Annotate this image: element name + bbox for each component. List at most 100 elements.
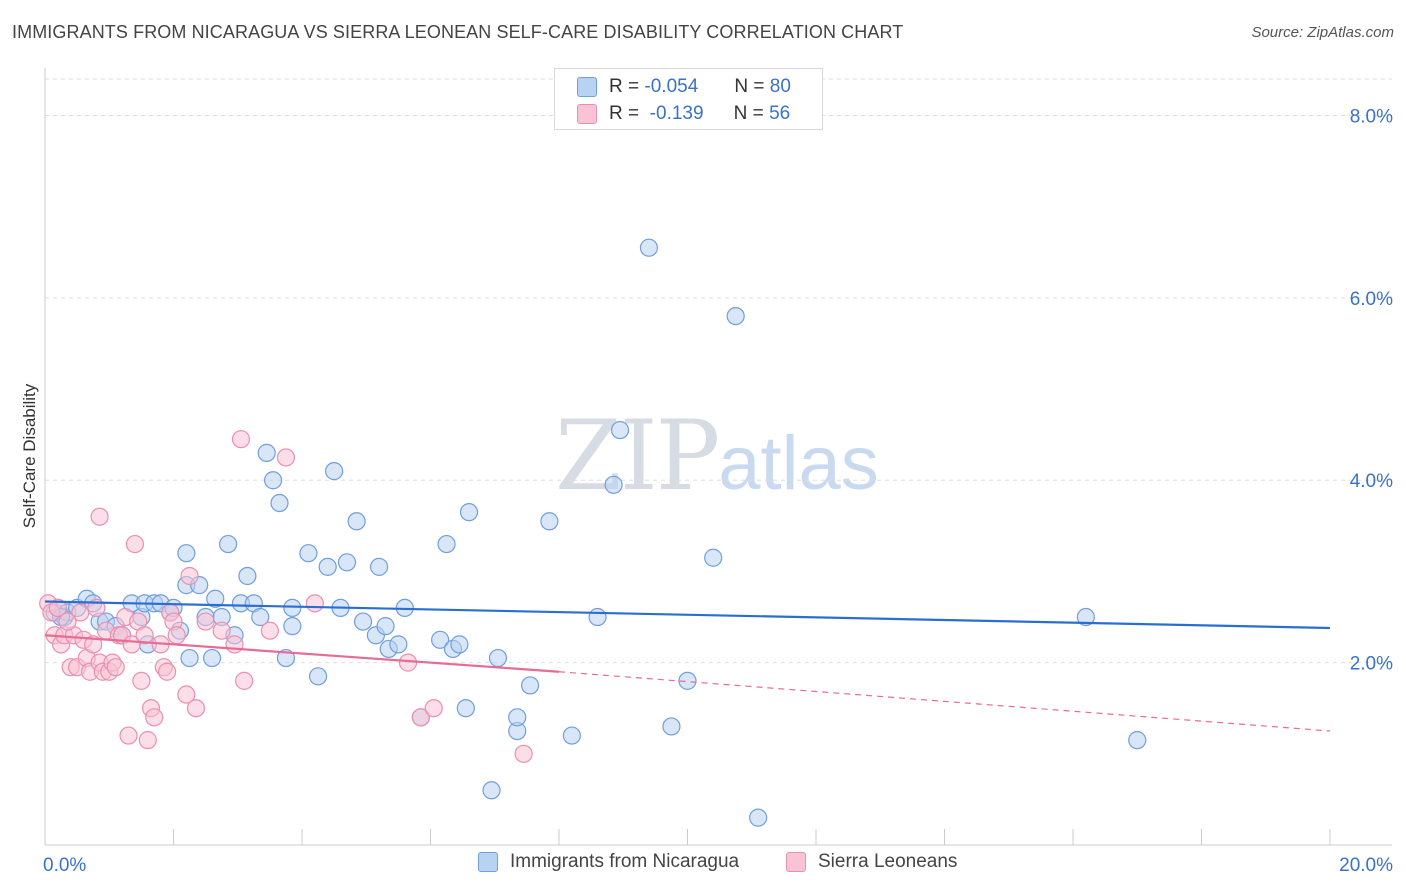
- data-point-nicaragua: [437, 534, 456, 554]
- data-point-nicaragua: [662, 717, 681, 736]
- legend-row-sierra-leone: R = -0.139 N = 56: [577, 102, 790, 126]
- data-point-nicaragua: [347, 512, 366, 531]
- legend-swatch-blue: [478, 852, 498, 872]
- data-point-sierra-leone: [84, 635, 103, 654]
- data-point-sierra-leone: [398, 653, 418, 672]
- legend-item-sierra-leone: Sierra Leoneans: [786, 851, 957, 873]
- trend-lines: [44, 600, 1331, 732]
- data-point-nicaragua: [456, 699, 475, 718]
- data-point-nicaragua: [450, 635, 469, 654]
- data-point-sierra-leone: [276, 448, 296, 467]
- data-point-sierra-leone: [514, 744, 533, 763]
- legend-label: Sierra Leoneans: [818, 851, 958, 872]
- x-tick-label: 20.0%: [1339, 855, 1393, 876]
- y-tick-label: 2.0%: [1350, 654, 1393, 675]
- data-point-nicaragua: [376, 617, 395, 636]
- data-point-nicaragua: [270, 493, 289, 513]
- data-point-nicaragua: [238, 566, 257, 586]
- axis-labels: 2.0% 4.0% 6.0% 8.0% 0.0% 20.0% Self-Care Disab…: [20, 106, 1393, 876]
- data-point-sierra-leone: [157, 662, 177, 681]
- data-point-sierra-leone: [58, 612, 77, 631]
- legend-item-nicaragua: Immigrants from Nicaragua: [478, 851, 739, 873]
- data-point-nicaragua: [276, 648, 296, 668]
- data-point-nicaragua: [283, 598, 302, 618]
- legend-row-nicaragua: R = -0.054 N = 80: [577, 75, 791, 99]
- n-value: 80: [769, 76, 791, 97]
- data-point-nicaragua: [299, 544, 318, 563]
- data-point-nicaragua: [251, 607, 270, 627]
- x-tick-label: 0.0%: [43, 855, 86, 876]
- data-point-nicaragua: [562, 726, 581, 745]
- data-point-nicaragua: [459, 503, 479, 522]
- data-point-nicaragua: [206, 589, 225, 608]
- data-point-nicaragua: [726, 306, 745, 326]
- data-point-nicaragua: [540, 512, 559, 531]
- data-point-nicaragua: [520, 676, 540, 695]
- data-point-nicaragua: [610, 420, 630, 440]
- data-point-sierra-leone: [138, 731, 157, 750]
- data-point-sierra-leone: [411, 708, 430, 727]
- data-point-sierra-leone: [119, 726, 138, 745]
- data-point-nicaragua: [283, 617, 302, 636]
- data-point-nicaragua: [704, 548, 723, 567]
- data-point-nicaragua: [604, 475, 623, 494]
- r-label: R =: [609, 103, 640, 124]
- data-point-nicaragua: [508, 708, 527, 727]
- data-point-nicaragua: [588, 607, 607, 627]
- data-point-sierra-leone: [90, 507, 109, 526]
- watermark-zip: ZIP: [555, 400, 720, 512]
- chart-title: IMMIGRANTS FROM NICARAGUA VS SIERRA LEON…: [12, 22, 904, 42]
- series-sierra-leone-points: [39, 430, 533, 763]
- r-label: R =: [609, 76, 640, 97]
- data-point-nicaragua: [1128, 731, 1147, 750]
- data-point-nicaragua: [749, 808, 768, 827]
- data-point-sierra-leone: [180, 566, 199, 586]
- data-point-nicaragua: [318, 557, 337, 576]
- y-tick-label: 4.0%: [1350, 471, 1393, 492]
- data-point-nicaragua: [177, 544, 196, 563]
- trend-line-sierra-leone-extension: [558, 671, 1331, 732]
- data-point-nicaragua: [180, 648, 199, 668]
- data-point-nicaragua: [325, 462, 344, 481]
- data-point-sierra-leone: [305, 594, 324, 613]
- watermark: ZIPatlas: [555, 400, 879, 512]
- legend-swatch-blue: [577, 77, 597, 97]
- data-point-sierra-leone: [235, 671, 254, 690]
- r-value: -0.054: [644, 76, 699, 97]
- data-point-nicaragua: [1076, 607, 1095, 627]
- series-legend: Immigrants from Nicaragua Sierra Leonean…: [0, 851, 1406, 879]
- data-point-nicaragua: [257, 443, 276, 462]
- data-point-sierra-leone: [212, 621, 231, 640]
- data-point-nicaragua: [678, 671, 697, 690]
- trend-line-sierra-leone: [44, 634, 560, 673]
- data-point-nicaragua: [431, 630, 450, 649]
- data-point-nicaragua: [263, 471, 283, 490]
- data-point-sierra-leone: [145, 708, 164, 727]
- data-point-sierra-leone: [186, 699, 206, 718]
- n-value: 56: [769, 103, 791, 124]
- data-point-nicaragua: [219, 534, 238, 554]
- legend-swatch-pink: [786, 852, 806, 872]
- y-axis-label: Self-Care Disability: [20, 383, 39, 528]
- source-credit: Source: ZipAtlas.com: [1251, 24, 1394, 41]
- legend-swatch-pink: [577, 104, 597, 124]
- data-point-sierra-leone: [424, 699, 443, 718]
- data-point-nicaragua: [639, 238, 659, 257]
- data-point-nicaragua: [482, 781, 501, 800]
- axes: [44, 68, 1392, 846]
- trend-line-nicaragua: [44, 600, 1331, 630]
- data-point-sierra-leone: [48, 598, 67, 618]
- data-point-sierra-leone: [177, 685, 196, 704]
- y-tick-label: 6.0%: [1350, 289, 1393, 310]
- data-point-nicaragua: [337, 553, 357, 572]
- n-label: N =: [734, 76, 765, 97]
- n-label: N =: [733, 103, 764, 124]
- data-point-nicaragua: [389, 635, 408, 654]
- data-point-sierra-leone: [106, 658, 125, 677]
- y-tick-label: 8.0%: [1350, 106, 1393, 127]
- data-point-sierra-leone: [135, 626, 154, 645]
- data-point-sierra-leone: [167, 626, 186, 645]
- correlation-legend: R = -0.054 N = 80 R = -0.139 N = 56: [554, 68, 823, 130]
- data-point-sierra-leone: [132, 671, 151, 690]
